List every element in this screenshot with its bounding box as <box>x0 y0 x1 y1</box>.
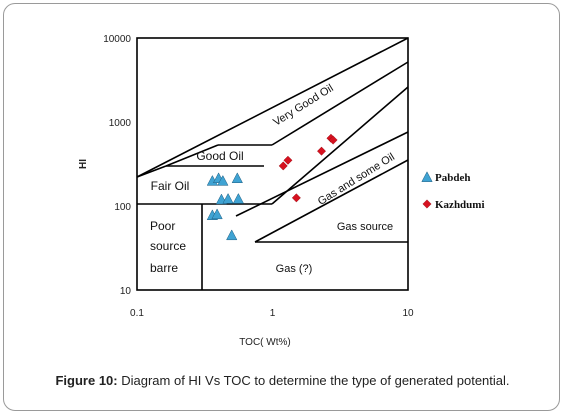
zone-label: Gas and some Oil <box>316 151 397 208</box>
data-point-pabdeh <box>226 229 238 241</box>
zone-labels: Very Good Oil Good Oil Fair Oil Gas and som… <box>150 82 397 275</box>
data-point-pabdeh <box>231 172 243 184</box>
data-point-kazhdumi <box>328 135 338 145</box>
zone-label: Very Good Oil <box>271 82 335 128</box>
legend-label: Kazhdumi <box>435 199 485 211</box>
data-point-pabdeh <box>217 174 229 186</box>
zone-line-4 <box>271 61 409 146</box>
y-tick-label: 1000 <box>109 118 132 129</box>
data-point-pabdeh <box>222 193 234 204</box>
y-tick-label: 100 <box>114 202 131 213</box>
data-point-kazhdumi <box>278 161 288 171</box>
zone-line-6 <box>271 86 409 205</box>
figure-caption: Figure 10: Diagram of HI Vs TOC to deter… <box>0 373 565 388</box>
zone-boundaries <box>136 37 409 290</box>
y-tick-label: 10 <box>120 286 132 297</box>
tick-labels: 0.1 1 10 10 100 1000 10000 <box>103 34 414 319</box>
zone-line-0 <box>136 37 409 178</box>
zone-label: Fair Oil <box>151 179 190 193</box>
data-point-kazhdumi <box>283 155 293 165</box>
zone-label: Good Oil <box>196 149 243 163</box>
figure-frame <box>3 3 560 411</box>
data-point-kazhdumi <box>317 146 326 156</box>
y-axis-label: HI <box>78 159 89 169</box>
x-tick-label: 10 <box>402 308 414 319</box>
caption-text: Diagram of HI Vs TOC to determine the ty… <box>117 373 510 388</box>
data-point-kazhdumi <box>291 193 301 203</box>
zone-label: barre <box>150 261 178 275</box>
data-point-pabdeh <box>211 208 223 220</box>
zone-line-9 <box>235 131 409 217</box>
caption-label: Figure 10: <box>55 373 118 388</box>
legend: Pabdeh Kazhdumi <box>421 171 485 211</box>
zone-line-10 <box>254 159 409 243</box>
zone-label: Gas (?) <box>276 263 313 275</box>
zone-line-2 <box>165 144 219 167</box>
zone-label: Poor <box>150 219 175 233</box>
legend-label: Pabdeh <box>435 172 470 184</box>
data-points <box>206 133 338 241</box>
zone-line-7 <box>136 165 167 178</box>
chart-axes <box>136 37 409 291</box>
x-axis-label: TOC( Wt%) <box>239 337 290 348</box>
y-tick-label: 10000 <box>103 34 131 45</box>
hi-vs-toc-chart: 0.1 1 10 10 100 1000 10000 Very Good Oil Good O… <box>78 34 485 348</box>
zone-label: Gas source <box>337 221 393 233</box>
x-tick-label: 0.1 <box>130 308 144 319</box>
zone-label: source <box>150 239 186 253</box>
legend-marker-kazhdumi <box>422 199 432 209</box>
data-point-pabdeh <box>232 193 244 204</box>
x-tick-label: 1 <box>270 308 276 319</box>
legend-marker-pabdeh <box>421 171 433 182</box>
plot-border <box>136 37 409 291</box>
